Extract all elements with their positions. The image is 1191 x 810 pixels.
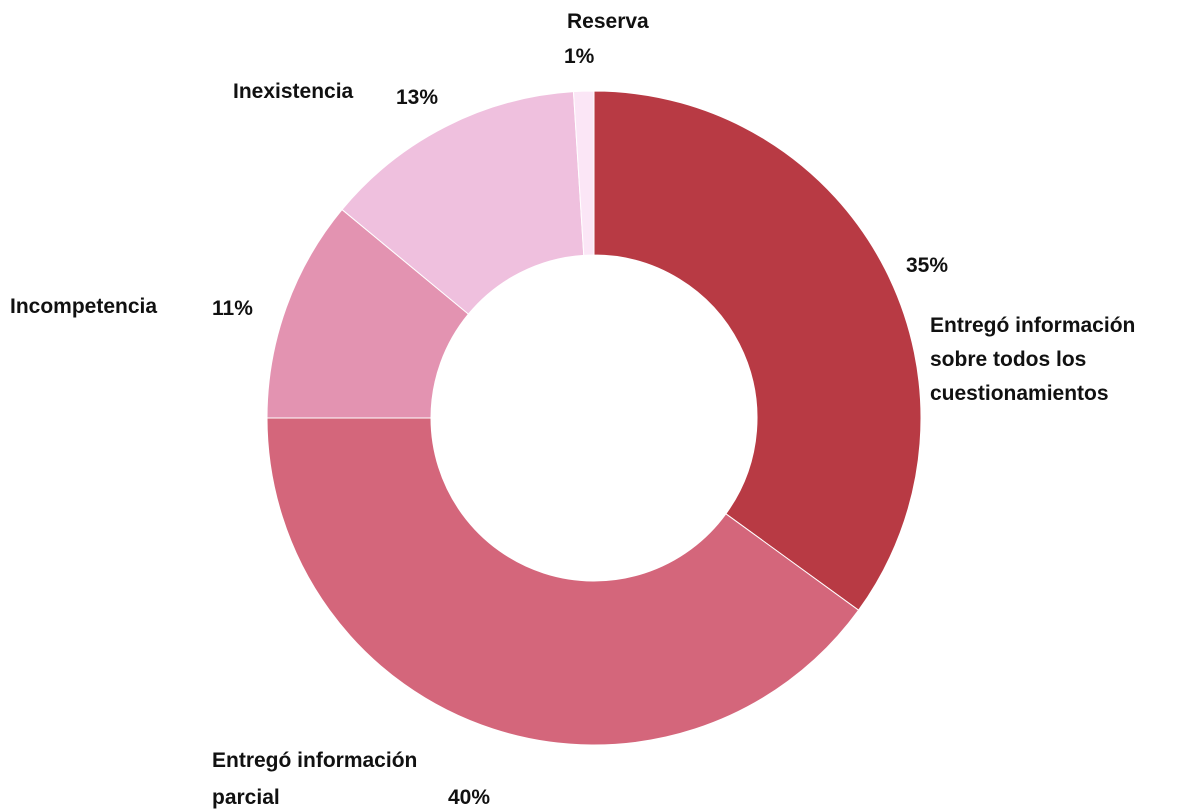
slice-value-label: 1% <box>564 45 595 68</box>
slice-category-label: Entregó información <box>930 314 1135 337</box>
slice-category-label: cuestionamientos <box>930 382 1109 405</box>
donut-slice-3 <box>341 91 585 315</box>
donut-slice-1 <box>266 417 860 746</box>
slice-category-label: Entregó información <box>212 749 417 772</box>
slice-value-label: 13% <box>396 86 438 109</box>
slice-category-label: sobre todos los <box>930 348 1086 371</box>
donut-slice-4 <box>572 90 595 256</box>
slice-category-label: Reserva <box>567 10 649 33</box>
slice-value-label: 35% <box>906 254 948 277</box>
slice-value-label: 11% <box>212 297 253 320</box>
donut-slice-0 <box>593 90 922 611</box>
slice-category-label: Incompetencia <box>10 295 157 318</box>
slice-value-label: 40% <box>448 786 490 809</box>
slice-category-label: Inexistencia <box>233 80 354 103</box>
slice-category-label: parcial <box>212 786 280 809</box>
slices-group <box>266 90 922 746</box>
